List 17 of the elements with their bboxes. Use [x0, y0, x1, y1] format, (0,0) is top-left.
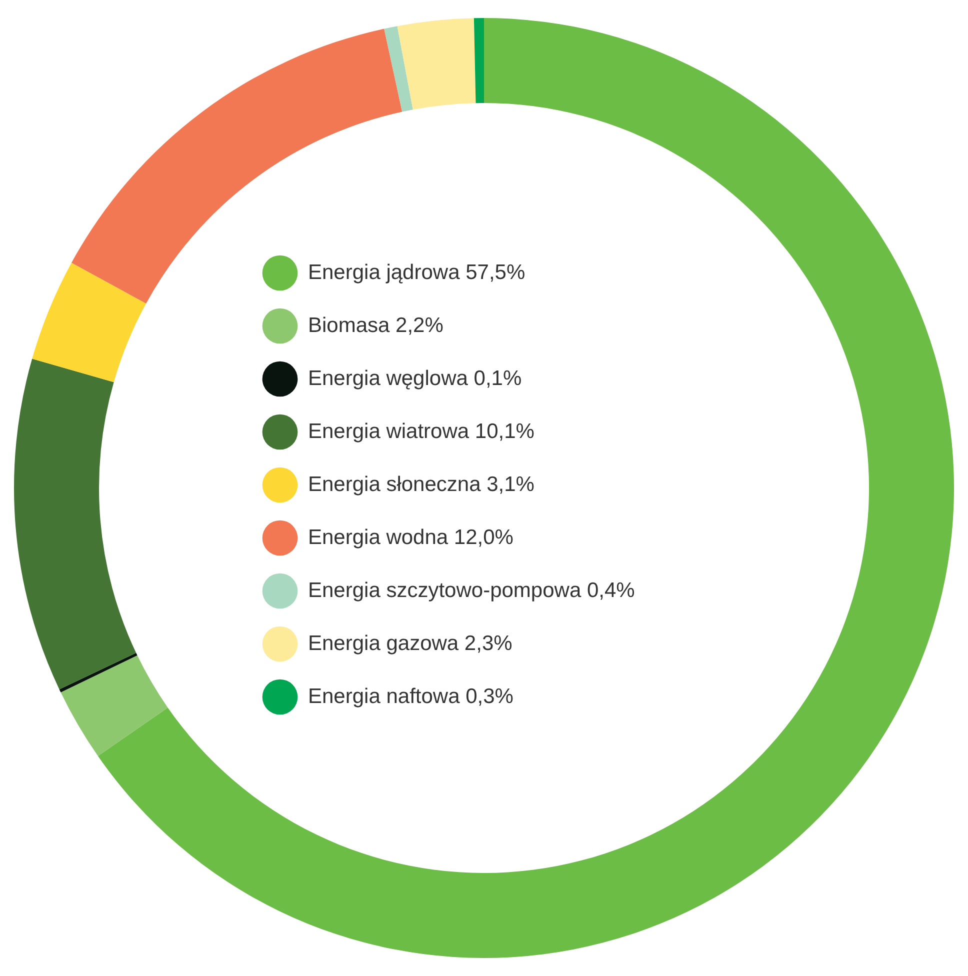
legend-label: Energia węglowa 0,1% — [308, 367, 522, 390]
donut-slice — [474, 18, 484, 104]
donut-slice — [397, 18, 476, 110]
donut-slice — [59, 652, 138, 692]
legend-label: Energia szczytowo-pompowa 0,4% — [308, 579, 635, 602]
donut-slice — [384, 26, 413, 112]
legend-label: Energia jądrowa 57,5% — [308, 261, 526, 284]
legend-label: Energia wodna 12,0% — [308, 526, 514, 549]
legend-label: Energia gazowa 2,3% — [308, 632, 512, 655]
donut-slice — [60, 655, 168, 756]
donut-slice — [14, 358, 136, 690]
legend-label: Energia naftowa 0,3% — [308, 685, 514, 708]
legend-label: Biomasa 2,2% — [308, 314, 444, 337]
donut-slice — [98, 18, 954, 958]
legend-label: Energia słoneczna 3,1% — [308, 473, 534, 496]
donut-slice — [32, 262, 146, 382]
legend-label: Energia wiatrowa 10,1% — [308, 420, 534, 443]
